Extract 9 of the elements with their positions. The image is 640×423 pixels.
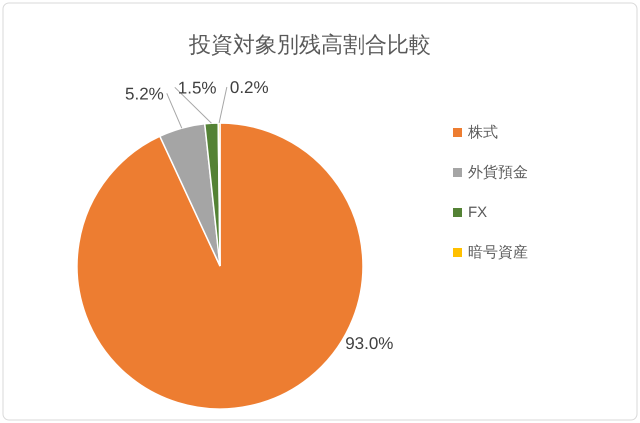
legend-label: 暗号資産 <box>468 244 528 261</box>
legend-label: FX <box>468 204 488 221</box>
legend-label: 株式 <box>467 124 498 141</box>
data-label: 93.0% <box>345 334 394 354</box>
data-label: 5.2% <box>125 84 164 104</box>
chart-title: 投資対象別残高割合比較 <box>188 32 431 57</box>
data-label: 1.5% <box>178 78 217 98</box>
legend-label: 外貨預金 <box>468 164 528 181</box>
data-label: 0.2% <box>230 78 269 98</box>
